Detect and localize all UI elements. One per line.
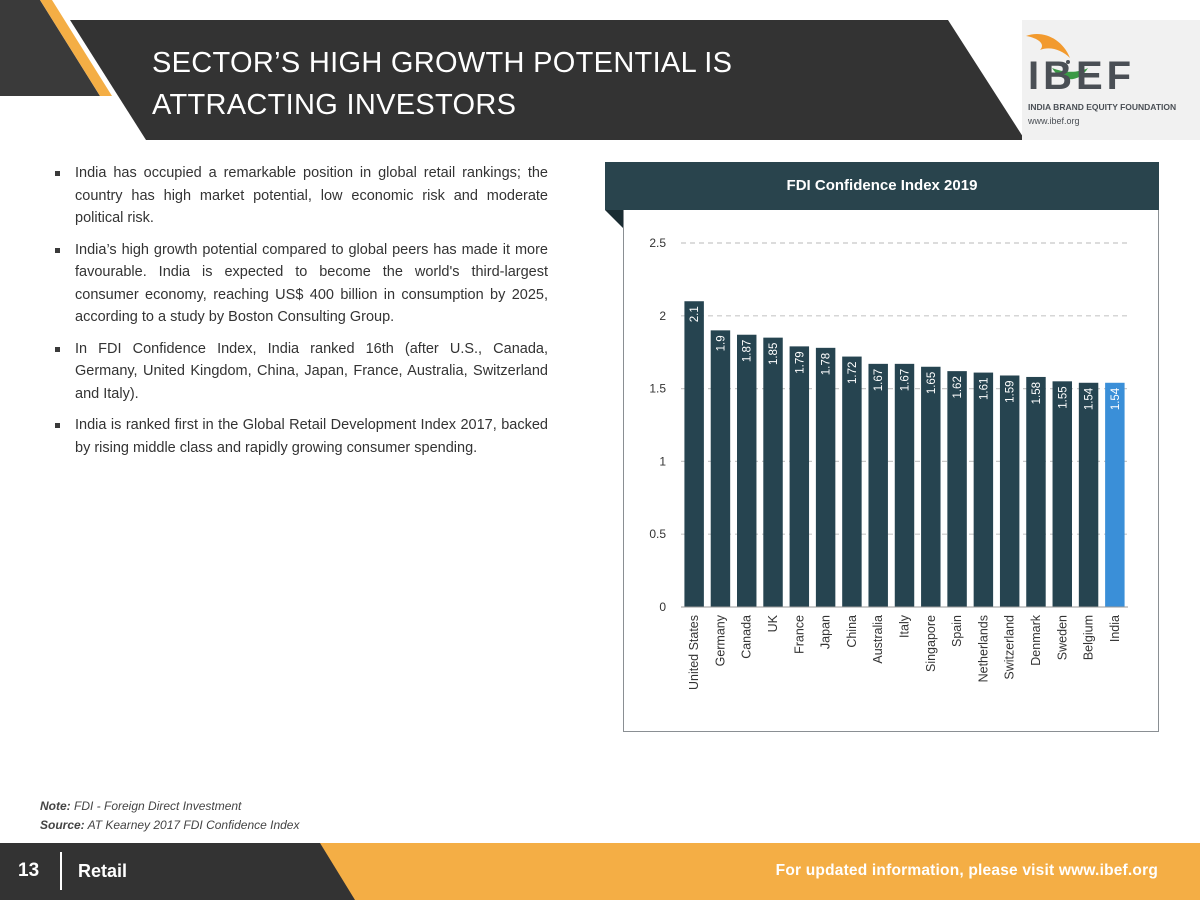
data-label: 1.78 bbox=[821, 353, 833, 375]
ibef-logo[interactable]: IBEF INDIA BRAND EQUITY FOUNDATION www.i… bbox=[1022, 28, 1192, 132]
bar bbox=[737, 334, 757, 607]
data-label: 1.59 bbox=[1005, 380, 1017, 402]
footer-background bbox=[0, 843, 1200, 900]
x-tick-label: India bbox=[1108, 615, 1122, 642]
bar bbox=[1105, 382, 1125, 607]
footer-divider bbox=[60, 852, 62, 890]
x-tick-label: Spain bbox=[950, 615, 964, 647]
source-text: AT Kearney 2017 FDI Confidence Index bbox=[87, 818, 300, 832]
chart-header: FDI Confidence Index 2019 bbox=[605, 162, 1159, 210]
bar bbox=[1026, 376, 1046, 607]
data-label: 1.85 bbox=[768, 343, 780, 365]
bar bbox=[789, 346, 810, 607]
page-title-line-2: ATTRACTING INVESTORS bbox=[152, 89, 517, 121]
x-tick-label: Japan bbox=[819, 615, 833, 649]
logo-url: www.ibef.org bbox=[1028, 116, 1080, 126]
data-label: 1.87 bbox=[742, 340, 754, 362]
bar-chart: 0 0.5 1 1.5 2 2.5 2.1 United States 1.9 Germany 1.… bbox=[649, 236, 1128, 690]
bar bbox=[868, 363, 888, 607]
bar bbox=[973, 372, 994, 607]
bar bbox=[999, 375, 1020, 607]
bar bbox=[710, 330, 731, 607]
data-label: 1.54 bbox=[1084, 387, 1096, 410]
data-label: 1.61 bbox=[978, 378, 990, 400]
x-tick-label: United States bbox=[687, 615, 701, 690]
data-label: 1.62 bbox=[952, 376, 964, 398]
section-name: Retail bbox=[78, 861, 128, 881]
y-tick-label: 0 bbox=[659, 600, 666, 614]
page-title: SECTOR’S HIGH GROWTH POTENTIAL IS ATTRAC… bbox=[152, 42, 912, 126]
bar bbox=[947, 371, 967, 607]
bar bbox=[894, 363, 915, 607]
x-tick-label: France bbox=[792, 615, 806, 654]
bar bbox=[763, 337, 783, 607]
y-tick-label: 2.5 bbox=[649, 236, 666, 250]
bar bbox=[842, 356, 862, 607]
note-label: Note: bbox=[40, 799, 71, 813]
x-tick-label: Australia bbox=[871, 615, 885, 664]
bar bbox=[815, 347, 836, 607]
data-label: 1.9 bbox=[715, 335, 727, 351]
bullet-item: India is ranked first in the Global Reta… bbox=[52, 414, 548, 459]
note-line: Note: FDI - Foreign Direct Investment bbox=[40, 799, 241, 813]
source-label: Source: bbox=[40, 818, 85, 832]
y-tick-label: 0.5 bbox=[649, 527, 666, 541]
chart-header-fold bbox=[605, 210, 623, 228]
source-line: Source: AT Kearney 2017 FDI Confidence I… bbox=[40, 818, 299, 832]
data-label: 1.72 bbox=[847, 362, 859, 384]
note-text: FDI - Foreign Direct Investment bbox=[74, 799, 242, 813]
x-tick-label: Italy bbox=[898, 614, 912, 638]
logo-subtitle: INDIA BRAND EQUITY FOUNDATION bbox=[1028, 102, 1177, 112]
chart-card bbox=[623, 162, 1159, 732]
x-tick-label: Denmark bbox=[1029, 614, 1043, 665]
bullet-item: In FDI Confidence Index, India ranked 16… bbox=[52, 338, 548, 406]
x-tick-label: Sweden bbox=[1055, 615, 1069, 660]
data-label: 1.54 bbox=[1110, 387, 1122, 410]
x-tick-label: Netherlands bbox=[976, 615, 990, 682]
data-label: 1.58 bbox=[1031, 382, 1043, 404]
y-tick-label: 1 bbox=[659, 454, 666, 468]
bullet-list: India has occupied a remarkable position… bbox=[52, 162, 548, 468]
bar bbox=[1052, 381, 1072, 607]
data-label: 1.67 bbox=[873, 369, 885, 391]
x-tick-label: Singapore bbox=[924, 615, 938, 672]
logo-text: IBEF bbox=[1028, 54, 1136, 98]
x-tick-label: China bbox=[845, 615, 859, 648]
x-tick-label: Germany bbox=[713, 614, 727, 666]
y-tick-label: 2 bbox=[659, 309, 666, 323]
x-tick-label: Canada bbox=[740, 615, 754, 659]
bullet-item: India has occupied a remarkable position… bbox=[52, 162, 548, 230]
data-label: 1.65 bbox=[926, 372, 938, 394]
chart-title: FDI Confidence Index 2019 bbox=[786, 177, 978, 194]
footer-link[interactable]: For updated information, please visit ww… bbox=[775, 862, 1158, 879]
data-label: 1.67 bbox=[900, 369, 912, 391]
x-tick-label: Belgium bbox=[1082, 615, 1096, 660]
page-title-line-1: SECTOR’S HIGH GROWTH POTENTIAL IS bbox=[152, 47, 733, 79]
data-label: 1.79 bbox=[794, 351, 806, 373]
data-label: 2.1 bbox=[689, 306, 701, 322]
x-tick-label: UK bbox=[766, 614, 780, 632]
bird-logo-icon bbox=[1026, 34, 1088, 80]
x-tick-label: Switzerland bbox=[1003, 615, 1017, 680]
y-tick-label: 1.5 bbox=[649, 382, 666, 396]
bullet-item: India’s high growth potential compared t… bbox=[52, 239, 548, 329]
bar bbox=[1078, 382, 1099, 607]
header-background bbox=[0, 0, 1200, 140]
header: SECTOR’S HIGH GROWTH POTENTIAL IS ATTRAC… bbox=[0, 0, 1200, 140]
bar bbox=[684, 301, 704, 607]
data-label: 1.55 bbox=[1057, 386, 1069, 408]
bar bbox=[921, 366, 941, 607]
page-number: 13 bbox=[18, 860, 40, 881]
